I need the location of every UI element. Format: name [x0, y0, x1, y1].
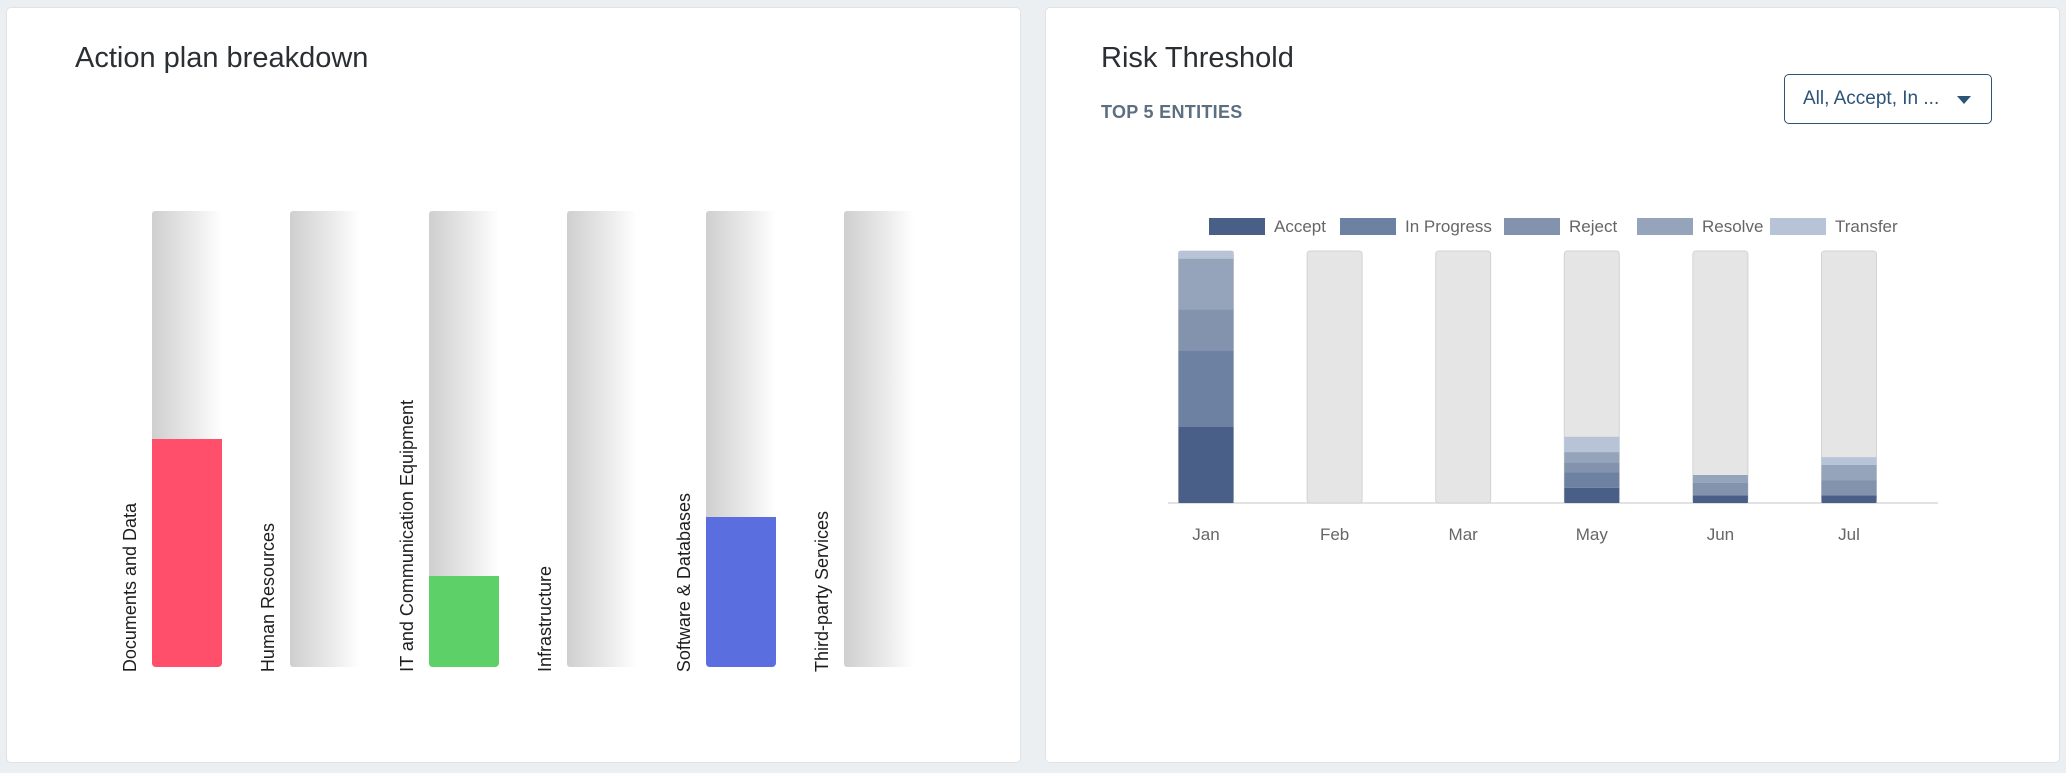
bar-track	[428, 211, 499, 667]
bar-track	[1692, 250, 1749, 504]
bar-segment[interactable]	[1564, 452, 1620, 463]
status-filter-dropdown[interactable]: All, Accept, In ...	[1784, 74, 1992, 124]
bar-segment[interactable]	[1564, 436, 1620, 453]
legend-label[interactable]: Reject	[1569, 217, 1617, 236]
bar-fill[interactable]	[152, 439, 222, 667]
action-plan-card: Action plan breakdown Documents and Data…	[6, 7, 1021, 763]
legend-swatch[interactable]	[1504, 218, 1560, 235]
top-entities-subtitle: TOP 5 ENTITIES	[1101, 102, 1243, 122]
bar-segment[interactable]	[1692, 495, 1748, 503]
legend-swatch[interactable]	[1209, 218, 1265, 235]
action-plan-chart: Documents and Data Human Resources IT and …	[7, 8, 1020, 762]
legend-label[interactable]: Transfer	[1835, 217, 1898, 236]
bar-segment[interactable]	[1564, 462, 1620, 473]
x-tick-label: Jun	[1707, 525, 1734, 544]
bar-segment[interactable]	[1692, 482, 1748, 496]
bar-segment[interactable]	[1821, 495, 1877, 503]
category-label: Software & Databases	[673, 492, 694, 672]
x-tick-label: Feb	[1320, 525, 1349, 544]
action-plan-title: Action plan breakdown	[75, 42, 369, 74]
bar-track	[152, 211, 222, 667]
x-tick-label: May	[1576, 525, 1609, 544]
legend-label[interactable]: In Progress	[1405, 217, 1492, 236]
bar-segment[interactable]	[1178, 426, 1234, 503]
category-label: Third-party Services	[812, 510, 832, 672]
bar-segment[interactable]	[1564, 472, 1620, 488]
bar-track	[844, 211, 914, 667]
bar-segment[interactable]	[1821, 464, 1877, 481]
bar-track	[1435, 250, 1492, 504]
legend-swatch[interactable]	[1637, 218, 1693, 235]
bar-track	[705, 211, 776, 667]
x-tick-label: Mar	[1449, 525, 1479, 544]
risk-threshold-card: Risk Threshold TOP 5 ENTITIES All, Accep…	[1045, 7, 2060, 763]
x-tick-label: Jan	[1192, 525, 1219, 544]
legend-swatch[interactable]	[1340, 218, 1396, 235]
bar-segment[interactable]	[1821, 457, 1877, 465]
bar-track	[1306, 250, 1363, 504]
caret-down-icon	[1957, 96, 1971, 104]
x-tick-label: Jul	[1838, 525, 1860, 544]
bar-segment[interactable]	[1821, 480, 1877, 496]
bar-segment[interactable]	[1178, 251, 1234, 259]
category-label: Human Resources	[258, 522, 279, 672]
category-label: Infrastructure	[535, 565, 556, 672]
category-label: IT and Communication Equipment	[396, 400, 417, 672]
legend-label[interactable]: Resolve	[1702, 217, 1763, 236]
bar-segment[interactable]	[1692, 475, 1748, 483]
bar-segment[interactable]	[1178, 309, 1234, 351]
bar-track	[290, 211, 361, 667]
legend-label[interactable]: Accept	[1274, 217, 1326, 236]
risk-threshold-title: Risk Threshold	[1101, 42, 1294, 74]
bar-track	[567, 211, 638, 667]
category-label: Documents and Data	[120, 502, 140, 672]
bar-segment[interactable]	[1178, 258, 1234, 310]
bar-fill[interactable]	[428, 575, 499, 667]
bar-segment[interactable]	[1178, 350, 1234, 427]
legend-swatch[interactable]	[1770, 218, 1826, 235]
risk-threshold-chart: Accept In Progress Reject Resolve Transfer Ja…	[1168, 217, 1938, 544]
bar-segment[interactable]	[1564, 487, 1620, 503]
bar-fill[interactable]	[705, 516, 776, 667]
status-filter-label: All, Accept, In ...	[1803, 88, 1940, 109]
